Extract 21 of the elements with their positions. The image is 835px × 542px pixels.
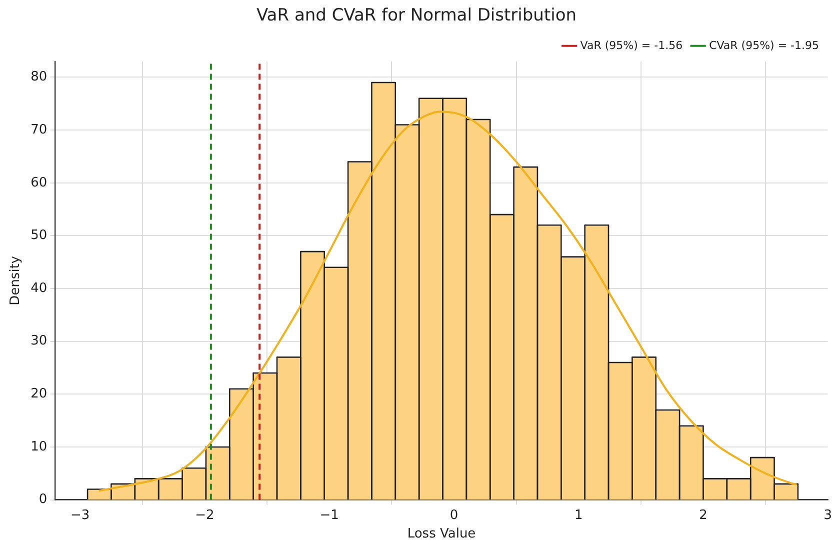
y-tick-label: 10 — [30, 439, 48, 454]
y-tick-label: 30 — [30, 334, 48, 349]
y-tick-label: 0 — [38, 492, 48, 508]
legend-label: VaR (95%) = -1.56 — [580, 38, 683, 52]
chart-title: VaR and CVaR for Normal Distribution — [256, 6, 577, 26]
x-tick-label: −2 — [195, 508, 214, 523]
y-axis-title: Density — [8, 256, 24, 306]
x-tick-label: 0 — [450, 508, 458, 523]
x-tick-label: −3 — [70, 508, 90, 523]
y-tick-label: 80 — [30, 70, 48, 85]
x-tick-label: 3 — [824, 508, 832, 523]
x-tick-label: −1 — [320, 508, 339, 523]
x-tick-label: 2 — [699, 508, 708, 523]
y-tick-label: 50 — [30, 228, 48, 244]
legend-label: CVaR (95%) = -1.95 — [709, 38, 819, 52]
y-tick-label: 40 — [30, 280, 48, 296]
x-axis-title: Loss Value — [407, 526, 476, 542]
y-tick-label: 70 — [30, 122, 48, 138]
x-tick-label: 1 — [574, 508, 583, 523]
y-tick-label: 20 — [30, 386, 48, 402]
y-tick-label: 60 — [30, 175, 48, 190]
